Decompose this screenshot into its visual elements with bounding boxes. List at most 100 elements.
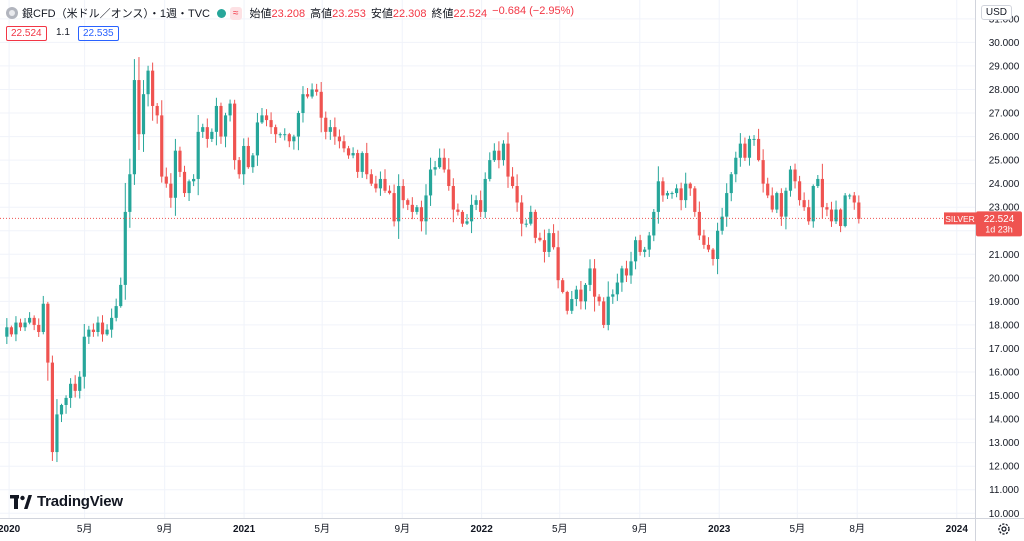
symbol-name-tag-text: SILVER <box>945 214 975 224</box>
candle-body <box>146 70 150 95</box>
candle-body <box>242 145 246 175</box>
price-tick-label: 10.000 <box>989 509 1020 520</box>
candle-body <box>711 249 715 259</box>
candle-body <box>369 174 373 184</box>
candle-body <box>173 150 178 198</box>
close-label: 終値 <box>431 8 454 20</box>
candle-body <box>205 127 209 139</box>
candle-body <box>41 303 45 332</box>
candle-body <box>684 183 688 201</box>
candle-body <box>547 233 551 252</box>
symbol-title[interactable]: 銀CFD（米ドル／オンス）・1週・TVC <box>22 8 211 20</box>
candle-body <box>629 261 633 276</box>
candle-body <box>87 329 91 337</box>
time-tick-label: 5月 <box>77 523 93 535</box>
price-tick-label: 21.000 <box>989 250 1020 261</box>
buy-price-button[interactable]: 22.535 <box>78 26 119 41</box>
candle-body <box>428 169 433 196</box>
currency-selector[interactable]: USD <box>980 5 1012 20</box>
candle-body <box>592 268 597 297</box>
candle-body <box>91 329 95 332</box>
tradingview-logo-text: TradingView <box>37 493 123 510</box>
candle-body <box>187 181 191 194</box>
time-tick-label: 2022 <box>471 524 494 535</box>
candle-body <box>424 195 428 222</box>
candle-body <box>497 150 501 161</box>
candle-body <box>565 291 569 311</box>
price-tick-label: 30.000 <box>989 38 1020 49</box>
candle-body <box>597 296 601 302</box>
candle-body <box>214 105 219 132</box>
candle-body <box>328 127 332 132</box>
candle-body <box>114 306 118 318</box>
price-tick-label: 15.000 <box>989 391 1020 402</box>
candle-body <box>28 317 32 323</box>
candle-body <box>665 193 670 196</box>
candle-body <box>474 200 478 205</box>
market-status-icon[interactable] <box>217 8 227 18</box>
candle-body <box>784 190 788 217</box>
candle-body <box>843 195 847 227</box>
candle-body <box>561 280 565 292</box>
candle-body <box>78 376 82 391</box>
candle-body <box>770 195 774 210</box>
candle-body <box>251 155 255 168</box>
candle-body <box>602 301 606 325</box>
time-tick-label: 9月 <box>157 523 173 535</box>
candle-body <box>137 80 141 135</box>
candle-body <box>419 207 424 222</box>
candle-body <box>556 247 560 281</box>
candle-body <box>9 327 13 335</box>
candle-body <box>237 160 241 175</box>
candle-body <box>652 211 656 236</box>
candle-body <box>233 103 237 161</box>
candle-body <box>510 176 515 187</box>
candle-body <box>324 117 328 132</box>
candle-body <box>383 178 387 191</box>
candle-body <box>164 176 168 184</box>
candle-body <box>460 211 465 224</box>
chart-header: 銀CFD（米ドル／オンス）・1週・TVC ≈ 始値23.208 高値23.253… <box>6 5 574 21</box>
price-tick-label: 16.000 <box>989 368 1020 379</box>
candle-body <box>729 174 733 194</box>
tradingview-logo[interactable]: TradingView <box>10 493 123 510</box>
last-price-tag-value: 22.524 <box>984 214 1015 225</box>
candle-body <box>643 249 647 252</box>
candle-body <box>169 183 173 198</box>
candle-body <box>483 178 487 212</box>
candle-body <box>469 204 474 222</box>
candle-body <box>834 209 838 222</box>
candle-body <box>656 181 660 212</box>
candle-body <box>820 178 824 208</box>
candle-body <box>816 178 820 187</box>
candle-body <box>305 94 310 97</box>
candle-body <box>337 136 342 142</box>
candle-body <box>255 122 260 156</box>
candle-body <box>775 193 779 210</box>
candle-body <box>706 244 711 250</box>
sell-price-button[interactable]: 22.524 <box>6 26 47 41</box>
candle-body <box>406 200 410 205</box>
approx-data-badge[interactable]: ≈ <box>230 6 242 20</box>
spread-value: 1.1 <box>56 27 70 38</box>
candle-body <box>192 178 196 182</box>
price-tick-label: 24.000 <box>989 179 1020 190</box>
candle-body <box>182 171 187 194</box>
candle-body <box>319 91 323 118</box>
candle-body <box>246 145 250 168</box>
candle-body <box>693 188 697 212</box>
candle-body <box>747 138 752 158</box>
settings-gear-icon[interactable] <box>997 522 1011 536</box>
candle-body <box>583 284 588 302</box>
price-tick-label: 18.000 <box>989 320 1020 331</box>
candle-body <box>228 103 232 116</box>
candle-body <box>802 200 806 208</box>
candle-body <box>360 153 364 172</box>
candle-body <box>679 188 683 201</box>
candle-body <box>488 160 492 179</box>
candle-body <box>210 131 214 139</box>
candle-body <box>274 127 278 135</box>
candle-body <box>96 322 100 332</box>
